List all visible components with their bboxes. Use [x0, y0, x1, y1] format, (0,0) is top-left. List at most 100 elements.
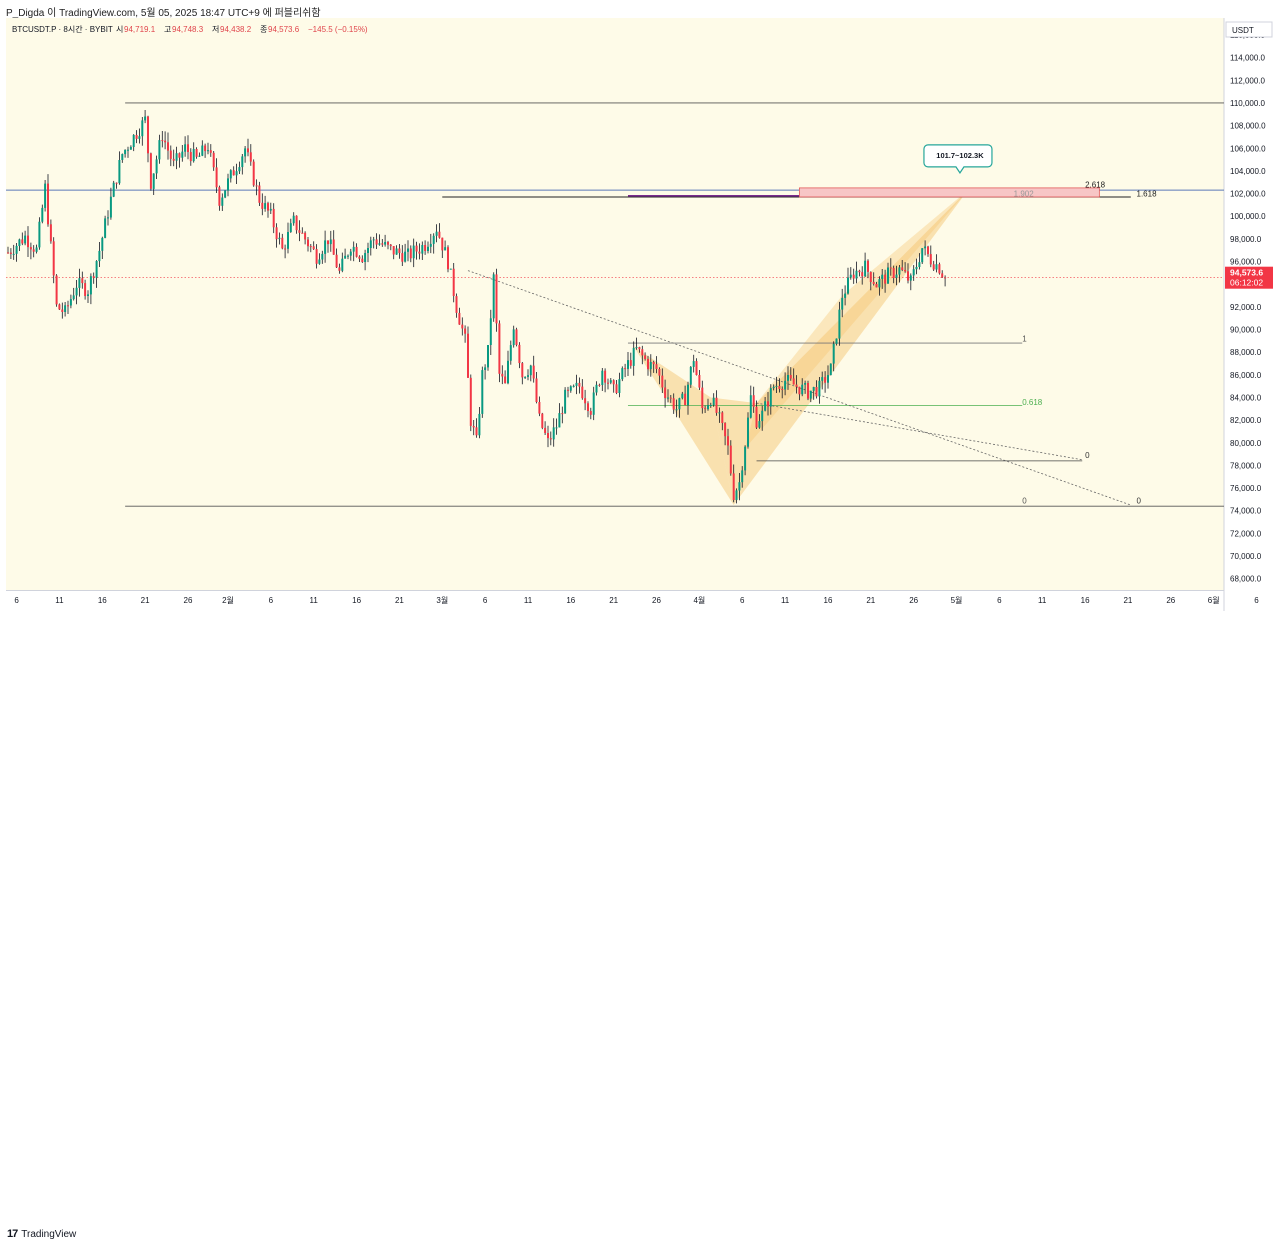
candle-body — [258, 185, 261, 203]
candle-body — [241, 156, 244, 168]
candle-body — [244, 148, 247, 157]
candle-body — [907, 271, 909, 281]
candle-body — [755, 406, 758, 428]
candle-body — [104, 218, 107, 238]
candle-body — [407, 248, 409, 252]
candle-body — [275, 227, 278, 240]
price-chart[interactable]: 1.902 2.618 1.618 1 0.618 0 0 0 101.7~102.3K 68,… — [6, 18, 1276, 611]
candle-body — [889, 267, 892, 269]
candle-body — [635, 347, 638, 349]
candle-body — [592, 392, 595, 415]
time-axis[interactable]: 6 11 16 21 26 2월 6 11 16 21 3월 6 11 16 21 26 4월 6 11 16 21 26… — [14, 595, 1259, 605]
candle-body — [832, 343, 835, 364]
candle-body — [812, 387, 815, 391]
candles — [7, 110, 947, 504]
candle-body — [892, 268, 895, 278]
fib-0-upper-label: 0 — [1085, 451, 1090, 460]
candle-body — [238, 167, 241, 172]
candle-body — [935, 264, 938, 270]
time-tick-label: 11 — [1038, 596, 1047, 605]
candle-body — [829, 363, 832, 376]
candle-body — [612, 380, 615, 385]
candle-body — [112, 182, 115, 197]
candle-body — [461, 324, 464, 329]
candle-body — [618, 379, 621, 393]
candle-body — [549, 438, 552, 440]
candle-body — [487, 345, 489, 368]
time-tick-label: 21 — [1123, 596, 1132, 605]
candle-body — [332, 239, 335, 255]
currency-badge-box — [1225, 21, 1273, 38]
last-price-countdown: 06:12:02 — [1230, 278, 1263, 288]
candle-body — [507, 360, 509, 384]
currency-badge[interactable]: USDT — [1225, 21, 1273, 38]
ohlc-legend: 시 94,719.1 고 94,748.3 저 94,438.2 종 94,57… — [116, 25, 368, 34]
price-tick-label: 104,000.0 — [1230, 167, 1266, 176]
candle-body — [107, 217, 109, 219]
candle-body — [784, 380, 787, 390]
candle-body — [804, 383, 807, 385]
candle-body — [627, 360, 629, 369]
drawings-front: 1.902 2.618 1.618 1 0.618 0 0 0 101.7~102.3K — [923, 144, 1158, 506]
candle-body — [321, 253, 324, 260]
candle-body — [87, 294, 89, 296]
candle-body — [918, 262, 921, 267]
price-axis[interactable]: 68,000.0 70,000.0 72,000.0 74,000.0 76,000.0… — [1230, 31, 1266, 584]
candle-body — [158, 140, 161, 160]
time-tick-label: 3월 — [436, 595, 448, 605]
candle-body — [141, 120, 144, 137]
candle-body — [121, 154, 124, 160]
candle-body — [455, 296, 458, 313]
candle-body — [69, 299, 72, 306]
target-zone-box — [798, 187, 1100, 198]
candle-body — [681, 393, 684, 399]
candle-body — [338, 267, 341, 271]
candle-body — [492, 274, 495, 319]
candle-body — [724, 422, 727, 437]
fib-1618-label: 1.618 — [1137, 190, 1158, 199]
candle-body — [809, 390, 812, 399]
candle-body — [164, 140, 167, 143]
candle-body — [504, 376, 507, 384]
candle-body — [372, 239, 375, 241]
price-tick-label: 110,000.0 — [1230, 99, 1266, 108]
candle-body — [709, 405, 712, 406]
candle-body — [772, 386, 775, 389]
candle-body — [781, 389, 784, 390]
candle-body — [555, 427, 558, 429]
candle-body — [529, 365, 532, 376]
candle-body — [378, 243, 381, 245]
candle-body — [64, 305, 67, 312]
candle-body — [349, 251, 352, 256]
chart-area[interactable]: 1.902 2.618 1.618 1 0.618 0 0 0 101.7~102.3K 68,… — [6, 18, 1276, 611]
candle-body — [938, 264, 941, 274]
candle-body — [264, 203, 267, 209]
time-tick-label: 21 — [609, 596, 618, 605]
candle-body — [52, 241, 55, 276]
candle-body — [638, 347, 641, 350]
candle-body — [218, 187, 221, 206]
candle-body — [798, 386, 801, 395]
candle-body — [18, 239, 21, 246]
candle-body — [229, 170, 232, 179]
candle-body — [47, 183, 49, 225]
candle-body — [898, 267, 901, 275]
candle-body — [458, 312, 461, 325]
candle-body — [352, 246, 355, 252]
candle-body — [532, 365, 535, 379]
candle-body — [518, 344, 521, 364]
candle-body — [501, 373, 504, 377]
footer: 17 TradingView — [0, 611, 1280, 1240]
candle-body — [624, 368, 627, 370]
candle-body — [875, 284, 878, 288]
candle-body — [381, 243, 384, 245]
candle-body — [58, 304, 61, 310]
price-tick-label: 68,000.0 — [1230, 575, 1262, 584]
candle-body — [878, 279, 881, 288]
candle-body — [309, 246, 312, 248]
candle-body — [684, 393, 687, 406]
candle-body — [909, 275, 912, 281]
candle-body — [438, 231, 441, 238]
time-tick-label: 11 — [524, 596, 533, 605]
tradingview-logo[interactable]: 17 TradingView — [7, 1228, 76, 1240]
